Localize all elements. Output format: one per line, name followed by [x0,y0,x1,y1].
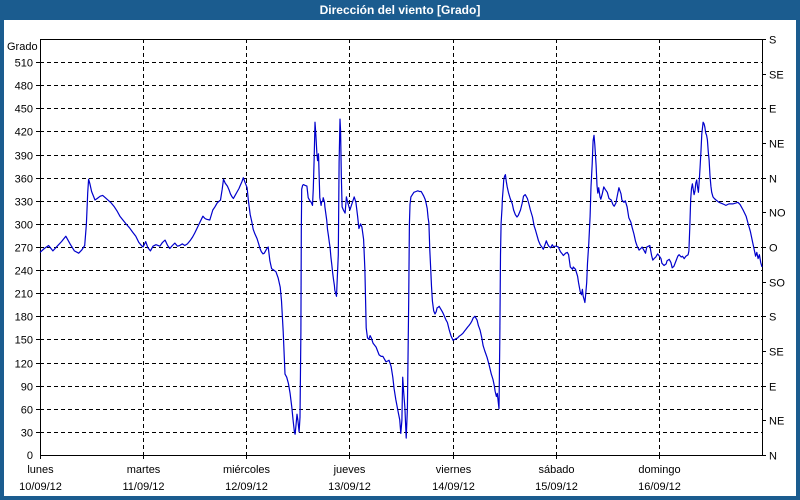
compass-axis-label: E [769,104,776,116]
compass-axis-label: O [769,243,778,255]
compass-axis-label: S [769,35,776,47]
day-name-label: jueves [333,464,366,476]
day-date-label: 14/09/12 [432,481,475,493]
y-axis-tick-label: 300 [15,220,33,232]
y-axis-tick-label: 360 [15,174,33,186]
y-axis-tick-label: 390 [15,151,33,163]
day-name-label: martes [127,464,161,476]
compass-axis-label: SE [769,347,784,359]
compass-axis-label: NO [769,208,786,220]
compass-axis-label: N [769,451,777,463]
wind-chart: 30 60 90 120 150 180 210 240 270 300 330 360 390 420 4… [7,35,786,494]
day-date-label: 11/09/12 [122,481,164,493]
y-axis-tick-label: 450 [15,104,33,116]
y-axis-tick-label: 120 [15,359,33,371]
compass-axis-label: NE [769,416,784,428]
y-axis-tick-label: 480 [15,81,33,93]
compass-axis-label: E [769,382,776,394]
y-axis-tick-label: 0 [27,450,33,462]
chart-panel: 30 60 90 120 150 180 210 240 270 300 330 360 390 420 4… [4,20,796,496]
day-date-label: 10/09/12 [19,481,62,493]
plot-border [40,39,763,456]
y-axis-tick-label: 60 [21,405,33,417]
day-name-label: lunes [27,464,54,476]
day-date-label: 16/09/12 [638,481,681,493]
day-name-label: miércoles [223,464,271,476]
day-name-label: domingo [638,464,680,476]
y-axis-tick-label: 30 [21,428,33,440]
y-axis-tick-label: 180 [15,312,33,324]
y-axis-tick-label: 330 [15,197,33,209]
y-axis-tick-label: 270 [15,243,33,255]
day-date-label: 15/09/12 [535,481,578,493]
compass-axis-label: N [769,174,777,186]
chart-title-bar: Dirección del viento [Grado] [0,0,800,20]
compass-axis-label: NE [769,139,784,151]
y-axis-tick-label: 510 [15,58,33,70]
wind-direction-line [39,118,763,439]
y-axis-title: Grado [7,41,38,53]
compass-axis-label: S [769,312,776,324]
day-name-label: sábado [538,464,574,476]
day-date-label: 13/09/12 [328,481,371,493]
y-axis-tick-label: 150 [15,335,33,347]
compass-axis-label: SO [769,278,785,290]
y-axis-tick-label: 240 [15,266,33,278]
day-date-label: 12/09/12 [225,481,268,493]
y-axis-tick-label: 90 [21,382,33,394]
chart-title: Dirección del viento [Grado] [319,3,481,17]
compass-axis-label: SE [769,70,784,82]
day-name-label: viernes [436,464,472,476]
y-axis-tick-label: 210 [15,289,33,301]
y-axis-tick-label: 420 [15,127,33,139]
